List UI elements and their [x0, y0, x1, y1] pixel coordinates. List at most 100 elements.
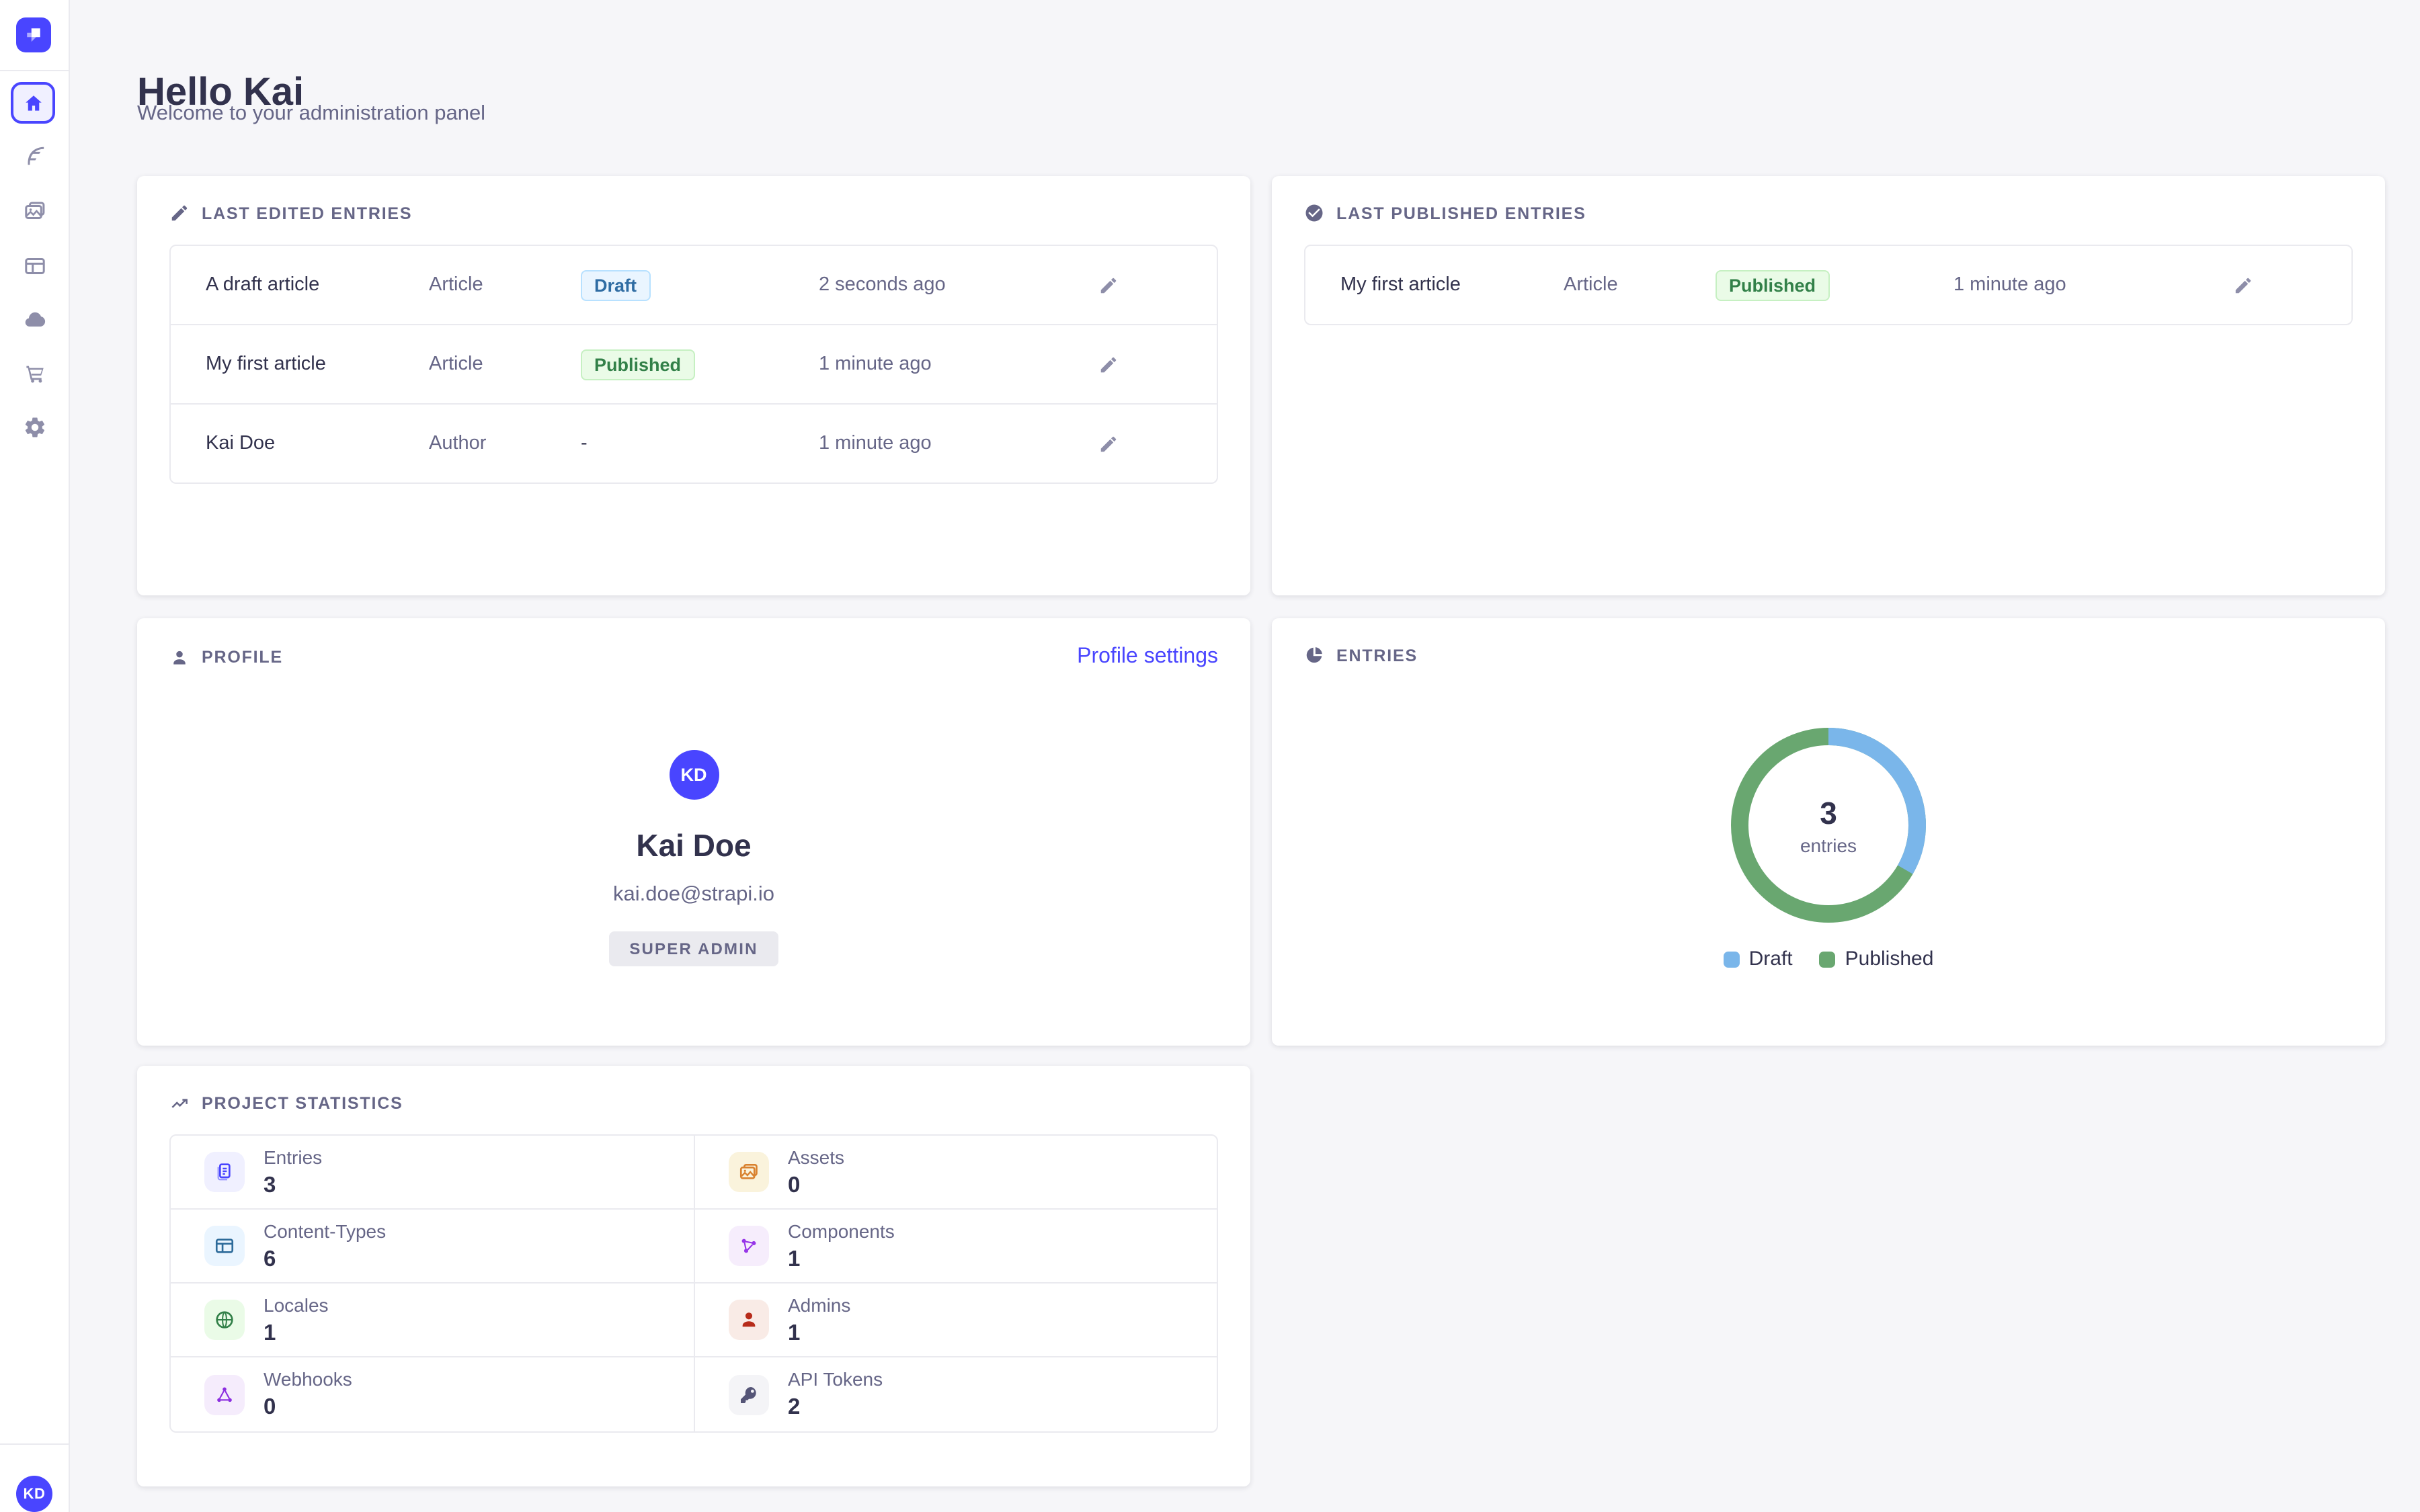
stat-value: 0 [264, 1395, 276, 1419]
nodes-icon [729, 1226, 769, 1266]
profile-name: Kai Doe [636, 828, 752, 863]
edit-entry-button[interactable] [1098, 433, 1217, 454]
stat-content-types: Content-Types 6 [171, 1210, 694, 1284]
sidebar-item-content-manager[interactable] [0, 144, 69, 168]
edit-entry-button[interactable] [1098, 354, 1217, 374]
table-row: My first article Article Published 1 min… [1305, 246, 2351, 324]
entry-status: Draft [581, 269, 819, 300]
stat-assets: Assets 0 [694, 1136, 1217, 1210]
table-row: My first article Article Published 1 min… [171, 324, 1217, 403]
sidebar-item-marketplace[interactable] [0, 362, 69, 386]
sidebar-item-settings[interactable] [0, 415, 69, 439]
entry-type: Author [429, 433, 487, 454]
stat-value: 1 [788, 1247, 801, 1271]
edit-entry-button[interactable] [2233, 275, 2351, 295]
pencil-icon [1098, 354, 1119, 374]
sidebar-item-media-library[interactable] [0, 199, 69, 223]
card-title: ENTRIES [1336, 646, 1418, 665]
picture-icon [729, 1152, 769, 1192]
sidebar-item-home[interactable] [11, 82, 55, 124]
role-badge: SUPER ADMIN [609, 931, 778, 966]
pencil-icon [1098, 275, 1119, 295]
legend-item-draft: Draft [1723, 948, 1793, 970]
stat-value: 6 [264, 1247, 276, 1271]
status-badge: Published [581, 349, 695, 380]
status-badge: Published [1716, 269, 1830, 300]
entries-donut-chart: 3 entries [1272, 724, 2385, 926]
sidebar-item-content-type-builder[interactable] [0, 254, 69, 278]
last-edited-entries-header: LAST EDITED ENTRIES [137, 176, 1250, 223]
profile-header: PROFILE Profile settings [137, 618, 1250, 669]
profile-card: PROFILE Profile settings KD Kai Doe kai.… [137, 618, 1250, 1046]
entry-name: Kai Doe [206, 433, 276, 454]
last-published-entries-header: LAST PUBLISHED ENTRIES [1272, 176, 2385, 223]
stat-label: Locales [264, 1294, 329, 1315]
table-row: A draft article Article Draft 2 seconds … [171, 246, 1217, 324]
profile-settings-link[interactable]: Profile settings [1077, 645, 1218, 668]
entry-type: Article [1564, 274, 1618, 296]
chart-legend: Draft Published [1272, 948, 2385, 970]
layout-icon [204, 1226, 245, 1266]
webhook-icon [204, 1374, 245, 1415]
trending-up-icon [169, 1093, 190, 1113]
stat-label: Admins [788, 1294, 851, 1315]
table-row: Kai Doe Author - 1 minute ago [171, 403, 1217, 482]
page-title: Hello Kai [137, 71, 305, 115]
stat-api-tokens: API Tokens 2 [694, 1357, 1217, 1431]
last-published-entries-card: LAST PUBLISHED ENTRIES My first article … [1272, 176, 2385, 595]
entry-name: A draft article [206, 274, 320, 296]
entries-chart-card: ENTRIES 3 entries Draft [1272, 618, 2385, 1046]
legend-label: Published [1845, 948, 1934, 970]
pie-chart-icon [1304, 645, 1324, 665]
project-statistics-card: PROJECT STATISTICS Entries 3 Assets 0 Co… [137, 1066, 1250, 1486]
stat-label: Components [788, 1220, 895, 1241]
entry-status: Published [581, 349, 819, 380]
donut-draft-arc [1731, 728, 1926, 923]
sidebar-user-avatar[interactable]: KD [16, 1476, 52, 1512]
entry-time: 1 minute ago [819, 433, 932, 454]
stat-value: 1 [264, 1320, 276, 1345]
entry-time: 1 minute ago [819, 353, 932, 375]
stat-entries: Entries 3 [171, 1136, 694, 1210]
profile-avatar: KD [669, 750, 719, 800]
feather-icon [22, 144, 46, 168]
legend-swatch-published [1819, 951, 1836, 967]
profile-body: KD Kai Doe kai.doe@strapi.io SUPER ADMIN [137, 669, 1250, 966]
stat-value: 3 [264, 1173, 276, 1197]
sidebar-divider-bottom [0, 1443, 69, 1445]
sidebar-item-deploy[interactable] [0, 308, 69, 332]
key-icon [729, 1374, 769, 1415]
legend-label: Draft [1748, 948, 1793, 970]
legend-swatch-draft [1723, 951, 1740, 967]
edit-entry-button[interactable] [1098, 275, 1217, 295]
stat-webhooks: Webhooks 0 [171, 1357, 694, 1431]
profile-email: kai.doe@strapi.io [613, 883, 774, 906]
main-content: Hello Kai Welcome to your administration… [69, 0, 2420, 1512]
entry-status: Published [1716, 269, 1953, 300]
stat-label: API Tokens [788, 1368, 883, 1390]
project-statistics-table: Entries 3 Assets 0 Content-Types 6 Compo… [169, 1134, 1218, 1433]
cloud-icon [22, 308, 46, 332]
entry-name: My first article [206, 353, 326, 375]
last-edited-entries-table: A draft article Article Draft 2 seconds … [169, 245, 1218, 484]
stat-components: Components 1 [694, 1210, 1217, 1284]
user-icon [169, 647, 190, 667]
pencil-icon [169, 203, 190, 223]
images-icon [22, 199, 46, 223]
sidebar: KD [0, 0, 70, 1512]
cart-icon [22, 362, 46, 386]
card-title: PROJECT STATISTICS [202, 1093, 403, 1112]
sidebar-divider-top [0, 70, 69, 71]
entry-time: 1 minute ago [1953, 274, 2066, 296]
stat-admins: Admins 1 [694, 1284, 1217, 1357]
stat-locales: Locales 1 [171, 1284, 694, 1357]
entry-type: Article [429, 274, 483, 296]
layout-icon [22, 254, 46, 278]
entries-chart-header: ENTRIES [1272, 618, 2385, 665]
check-circle-icon [1304, 203, 1324, 223]
stat-label: Assets [788, 1146, 845, 1167]
globe-icon [204, 1300, 245, 1340]
stat-label: Webhooks [264, 1368, 352, 1390]
